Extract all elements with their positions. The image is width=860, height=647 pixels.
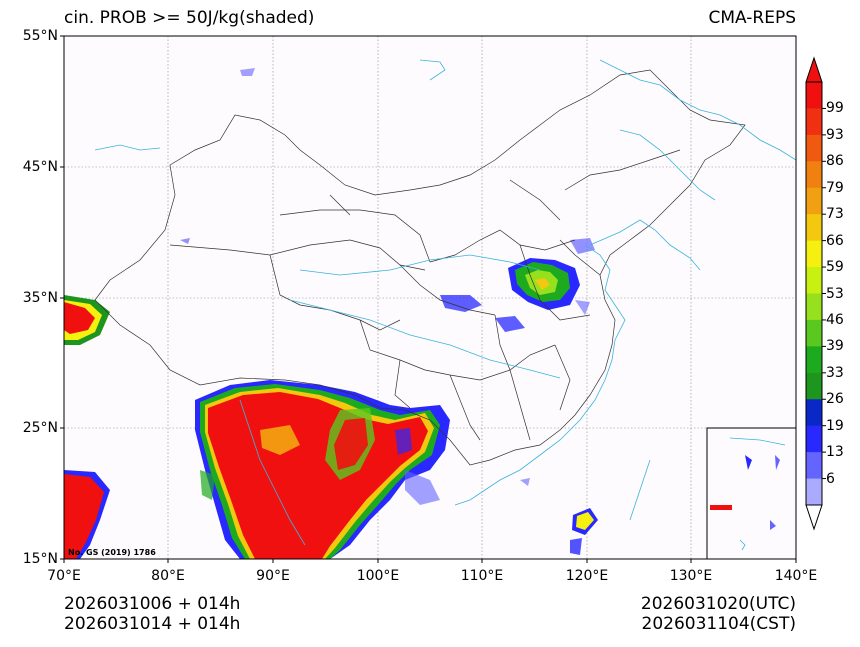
colorbar-level-label: 93: [826, 126, 844, 143]
colorbar-swatch: [806, 319, 822, 347]
colorbar-swatch: [806, 82, 822, 109]
colorbar-level-label: 59: [826, 259, 844, 276]
colorbar-level-label: 46: [826, 311, 844, 328]
lat-tick-25: 25°N: [22, 420, 58, 436]
colorbar-swatch: [806, 293, 822, 321]
lon-tick-90: 90°E: [256, 568, 290, 584]
colorbar-swatch: [806, 161, 822, 189]
colorbar-swatch: [806, 108, 822, 136]
south-china-sea-inset: [706, 427, 797, 560]
lon-tick-130: 130°E: [669, 568, 713, 584]
colorbar: [805, 56, 826, 531]
map-note: No. GS (2019) 1786: [68, 548, 156, 557]
init-time-block: 2026031006 + 014h 2026031014 + 014h: [64, 594, 240, 634]
init-time-utc: 2026031006 + 014h: [64, 594, 241, 614]
lon-tick-70: 70°E: [47, 568, 81, 584]
lat-tick-55: 55°N: [22, 28, 58, 44]
colorbar-swatch: [806, 267, 822, 294]
colorbar-level-label: 73: [826, 206, 844, 223]
colorbar-level-label: 53: [826, 285, 844, 302]
colorbar-swatch: [806, 187, 822, 215]
colorbar-level-label: 13: [826, 444, 844, 461]
colorbar-level-label: 66: [826, 232, 844, 249]
chart-title-right: CMA-REPS: [708, 8, 796, 28]
colorbar-swatch: [806, 214, 822, 242]
lat-tick-45: 45°N: [22, 159, 58, 175]
plot-background: [64, 36, 796, 559]
colorbar-swatch: [806, 478, 822, 506]
lon-tick-100: 100°E: [356, 568, 400, 584]
lon-tick-80: 80°E: [151, 568, 185, 584]
lon-tick-110: 110°E: [460, 568, 504, 584]
prob-shading-west: [64, 295, 215, 559]
colorbar-level-label: 99: [826, 100, 844, 117]
valid-time-cst: 2026031104(CST): [641, 614, 796, 634]
chart-title-left: cin. PROB >= 50J/kg(shaded): [64, 8, 315, 28]
prob-shading-north-china: [180, 68, 595, 332]
colorbar-extend-max: [805, 56, 823, 83]
colorbar-swatch: [806, 399, 822, 427]
coastlines-rivers: [94, 59, 796, 546]
colorbar-level-label: 79: [826, 179, 844, 196]
colorbar-swatch: [806, 346, 822, 374]
valid-time-utc: 2026031020(UTC): [640, 594, 796, 614]
colorbar-level-label: 86: [826, 153, 844, 170]
colorbar-level-label: 39: [826, 338, 844, 355]
colorbar-level-label: 6: [826, 470, 835, 487]
axis-ticks: [60, 35, 797, 563]
lon-tick-120: 120°E: [565, 568, 609, 584]
lon-tick-140: 140°E: [774, 568, 818, 584]
colorbar-level-label: 33: [826, 364, 844, 381]
colorbar-level-label: 26: [826, 391, 844, 408]
colorbar-swatch: [806, 134, 822, 162]
init-time-cst: 2026031014 + 014h: [64, 614, 241, 634]
gridlines: [64, 36, 796, 559]
colorbar-swatch: [806, 372, 822, 400]
colorbar-swatch: [806, 425, 822, 453]
prob-shading-southwest: [195, 380, 450, 559]
inset-content: [710, 437, 786, 551]
colorbar-level-label: 19: [826, 417, 844, 434]
prob-shading-east: [520, 478, 598, 555]
colorbar-extend-min: [805, 504, 823, 531]
colorbar-swatch: [806, 452, 822, 480]
colorbar-swatch: [806, 240, 822, 268]
lat-tick-35: 35°N: [22, 290, 58, 306]
valid-time-block: 2026031020(UTC) 2026031104(CST): [641, 594, 796, 634]
lat-tick-15: 15°N: [22, 551, 58, 567]
province-borders: [94, 69, 746, 466]
